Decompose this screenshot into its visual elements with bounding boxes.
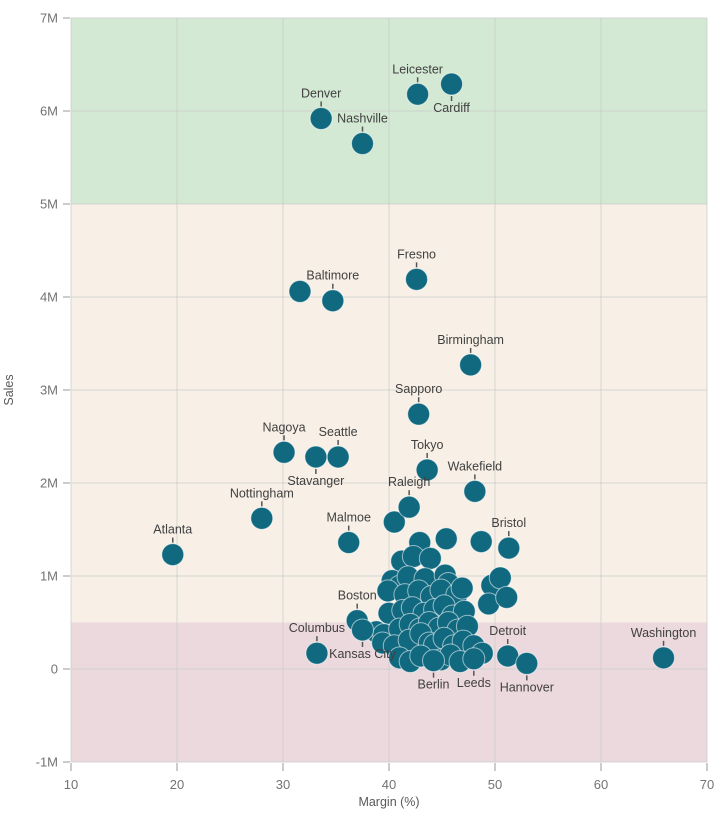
point-label-leeds: Leeds bbox=[457, 676, 491, 690]
data-point[interactable] bbox=[469, 530, 493, 554]
data-point[interactable] bbox=[382, 510, 406, 534]
point-label-atlanta: Atlanta bbox=[153, 523, 192, 537]
data-point-tokyo[interactable] bbox=[415, 458, 439, 482]
x-axis-title: Margin (%) bbox=[358, 795, 419, 809]
data-point-bristol[interactable] bbox=[497, 536, 521, 560]
x-tick-label: 70 bbox=[700, 777, 714, 792]
data-point-columbus[interactable] bbox=[305, 641, 329, 665]
data-point-wakefield[interactable] bbox=[463, 479, 487, 503]
data-point-seattle[interactable] bbox=[326, 445, 350, 469]
y-tick-label: 7M bbox=[40, 11, 58, 26]
point-label-nottingham: Nottingham bbox=[230, 486, 294, 500]
data-point-birmingham[interactable] bbox=[459, 353, 483, 377]
data-point-fresno[interactable] bbox=[405, 267, 429, 291]
x-tick-label: 30 bbox=[276, 777, 290, 792]
data-point-nashville[interactable] bbox=[351, 132, 374, 156]
data-point-hannover[interactable] bbox=[515, 651, 539, 675]
data-point-cardiff[interactable] bbox=[440, 72, 464, 96]
data-point-baltimore[interactable] bbox=[321, 289, 345, 313]
point-label-fresno: Fresno bbox=[397, 247, 436, 261]
data-point[interactable] bbox=[434, 527, 458, 551]
point-label-malmoe: Malmoe bbox=[326, 511, 371, 525]
data-point[interactable] bbox=[495, 585, 519, 609]
data-point-sapporo[interactable] bbox=[407, 402, 431, 426]
point-label-hannover: Hannover bbox=[500, 680, 554, 694]
data-point-stavanger[interactable] bbox=[304, 445, 328, 469]
y-axis-title: Sales bbox=[2, 374, 16, 405]
data-point[interactable] bbox=[288, 279, 312, 303]
data-point[interactable] bbox=[418, 546, 442, 570]
data-point-denver[interactable] bbox=[309, 106, 333, 130]
y-tick-label: 4M bbox=[40, 290, 58, 305]
y-tick-label: 1M bbox=[40, 569, 58, 584]
data-point-raleigh[interactable] bbox=[397, 495, 421, 519]
data-point-berlin[interactable] bbox=[422, 649, 446, 673]
x-tick-label: 20 bbox=[170, 777, 184, 792]
x-tick-label: 60 bbox=[594, 777, 608, 792]
y-tick-label: 5M bbox=[40, 197, 58, 212]
point-label-seattle: Seattle bbox=[319, 425, 358, 439]
point-label-columbus: Columbus bbox=[289, 621, 345, 635]
data-point-nagoya[interactable] bbox=[272, 440, 296, 464]
x-tick-label: 40 bbox=[382, 777, 396, 792]
point-label-washington: Washington bbox=[631, 626, 697, 640]
point-label-denver: Denver bbox=[301, 86, 341, 100]
data-point-leeds[interactable] bbox=[462, 647, 486, 671]
point-label-boston: Boston bbox=[338, 589, 377, 603]
point-label-wakefield: Wakefield bbox=[448, 459, 502, 473]
point-label-nashville: Nashville bbox=[337, 112, 388, 126]
point-label-bristol: Bristol bbox=[491, 516, 526, 530]
point-label-nagoya: Nagoya bbox=[263, 420, 306, 434]
point-label-raleigh: Raleigh bbox=[388, 475, 430, 489]
data-point[interactable] bbox=[488, 566, 512, 590]
point-label-baltimore: Baltimore bbox=[306, 269, 359, 283]
data-point-malmoe[interactable] bbox=[337, 531, 361, 555]
y-tick-label: 2M bbox=[40, 476, 58, 491]
point-label-berlin: Berlin bbox=[418, 678, 450, 692]
y-tick-label: -1M bbox=[36, 755, 58, 770]
data-point-kansas-city[interactable] bbox=[351, 618, 374, 642]
point-label-leicester: Leicester bbox=[392, 62, 443, 76]
point-label-tokyo: Tokyo bbox=[411, 438, 444, 452]
y-tick-label: 6M bbox=[40, 104, 58, 119]
y-tick-label: 0 bbox=[51, 662, 58, 677]
data-point-washington[interactable] bbox=[652, 646, 676, 670]
point-label-detroit: Detroit bbox=[489, 624, 526, 638]
point-label-sapporo: Sapporo bbox=[395, 382, 442, 396]
data-point-leicester[interactable] bbox=[406, 82, 430, 106]
point-label-kansas-city: Kansas City bbox=[329, 647, 396, 661]
point-label-cardiff: Cardiff bbox=[433, 101, 470, 115]
data-point-nottingham[interactable] bbox=[250, 506, 274, 530]
data-point-atlanta[interactable] bbox=[161, 543, 185, 567]
data-point[interactable] bbox=[450, 576, 474, 600]
y-tick-label: 3M bbox=[40, 383, 58, 398]
point-label-birmingham: Birmingham bbox=[437, 333, 504, 347]
point-label-stavanger: Stavanger bbox=[287, 474, 344, 488]
x-tick-label: 50 bbox=[488, 777, 502, 792]
x-tick-label: 10 bbox=[64, 777, 78, 792]
